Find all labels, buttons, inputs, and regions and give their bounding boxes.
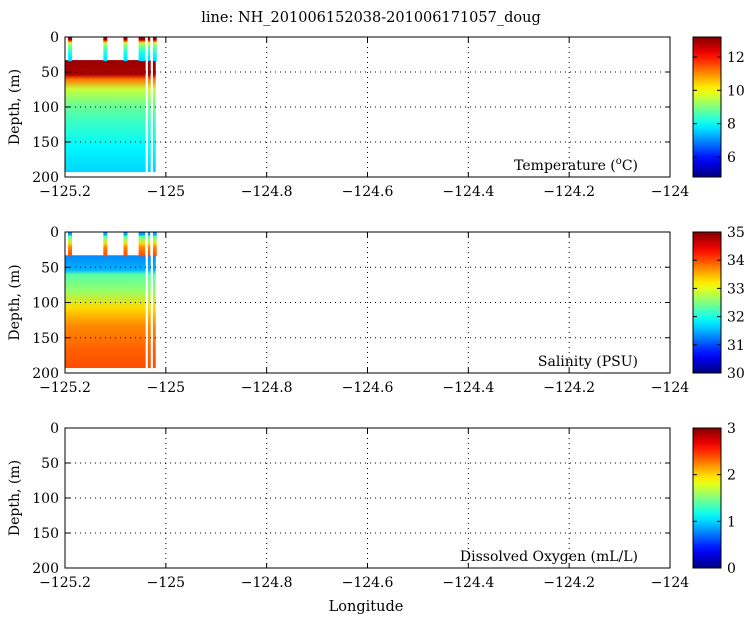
y-tick-label: 150	[32, 135, 59, 151]
cast-gap-1	[145, 232, 148, 369]
x-tick-label: −124.2	[543, 575, 595, 591]
x-tick-label: −125	[147, 184, 185, 200]
x-tick-label: −125.2	[39, 184, 91, 200]
data-field	[65, 60, 156, 173]
colorbar-tick-label: 33	[727, 281, 745, 297]
panel-3: −125.2 −125 −124.8 −124.6 −124.4 −124.2 −124 0 5…	[7, 421, 736, 591]
colorbar-tick-label: 6	[727, 150, 736, 166]
x-axis-label: Longitude	[329, 599, 404, 615]
surface-cast-1	[68, 232, 73, 257]
colorbar	[692, 231, 722, 374]
x-tick-label: −124.2	[543, 380, 595, 396]
x-tick-label: −124.2	[543, 184, 595, 200]
x-tick-label: −125.2	[39, 380, 91, 396]
panel-2: −125.2 −125 −124.8 −124.6 −124.4 −124.2 −124 0 5…	[7, 225, 745, 396]
colorbar-tick-label: 32	[727, 310, 745, 326]
y-tick-label: 50	[41, 65, 59, 81]
surface-cast-7	[152, 232, 157, 257]
x-tick-label: −124.6	[342, 575, 394, 591]
x-tick-label: −124.8	[241, 184, 293, 200]
surface-cast-3	[123, 232, 128, 257]
x-tick-label: −124.6	[342, 380, 394, 396]
surface-cast-7	[152, 37, 157, 62]
cast-gap-2	[150, 37, 153, 173]
surface-cast-1	[68, 37, 73, 62]
panel-label: Dissolved Oxygen (mL/L)	[460, 549, 638, 565]
panel-label: Temperature (oC)	[514, 156, 638, 174]
y-tick-label: 100	[32, 100, 59, 116]
y-tick-label: 200	[32, 170, 59, 186]
colorbar-tick-label: 34	[727, 253, 745, 269]
x-tick-label: −124.8	[241, 380, 293, 396]
y-axis-label: Depth, (m)	[7, 264, 23, 340]
colorbar-tick-label: 35	[727, 225, 745, 241]
colorbar-tick-label: 8	[727, 117, 736, 133]
x-tick-label: −124.4	[442, 380, 494, 396]
y-tick-label: 200	[32, 561, 59, 577]
y-tick-label: 0	[50, 225, 59, 241]
colorbar-tick-label: 12	[727, 50, 745, 66]
y-tick-label: 100	[32, 491, 59, 507]
y-tick-label: 200	[32, 366, 59, 382]
y-tick-label: 150	[32, 331, 59, 347]
panel-1: −125.2 −125 −124.8 −124.6 −124.4 −124.2 −124 0 5…	[7, 30, 745, 200]
x-tick-label: −124.4	[442, 184, 494, 200]
x-tick-label: −124.6	[342, 184, 394, 200]
y-tick-label: 0	[50, 421, 59, 437]
figure-title: line: NH_201006152038-201006171057_doug	[201, 10, 540, 26]
panel-label: Salinity (PSU)	[538, 354, 638, 370]
y-tick-label: 0	[50, 30, 59, 46]
surface-cast-6	[146, 232, 151, 257]
y-tick-label: 50	[41, 260, 59, 276]
colorbar-tick-label: 31	[727, 338, 745, 354]
colorbar-tick-label: 2	[727, 468, 736, 484]
surface-cast-4	[138, 232, 143, 257]
colorbar	[692, 36, 722, 178]
x-tick-label: −124	[651, 380, 690, 396]
x-tick-label: −124.8	[241, 575, 293, 591]
y-tick-label: 50	[41, 456, 59, 472]
surface-cast-2	[103, 232, 108, 257]
surface-cast-4	[138, 37, 143, 62]
colorbar-tick-label: 1	[727, 514, 736, 530]
x-tick-label: −125	[147, 380, 185, 396]
colorbar	[692, 427, 722, 569]
y-axis-label: Depth, (m)	[7, 69, 23, 145]
surface-cast-6	[146, 37, 151, 62]
x-tick-label: −124	[651, 184, 690, 200]
y-tick-label: 150	[32, 526, 59, 542]
surface-cast-2	[103, 37, 108, 62]
colorbar-tick-label: 3	[727, 421, 736, 437]
cast-gap-2	[150, 232, 153, 369]
y-tick-label: 100	[32, 296, 59, 312]
colorbar-tick-label: 0	[727, 561, 736, 577]
cast-gap-1	[145, 37, 148, 173]
y-axis-label: Depth, (m)	[7, 460, 23, 536]
colorbar-tick-label: 30	[727, 366, 745, 382]
x-tick-label: −125	[147, 575, 185, 591]
colorbar-tick-label: 10	[727, 83, 745, 99]
surface-cast-3	[123, 37, 128, 62]
x-tick-label: −124	[651, 575, 690, 591]
x-tick-label: −124.4	[442, 575, 494, 591]
x-tick-label: −125.2	[39, 575, 91, 591]
data-field	[65, 255, 156, 369]
surface-cast-5	[141, 37, 146, 62]
surface-cast-5	[141, 232, 146, 257]
